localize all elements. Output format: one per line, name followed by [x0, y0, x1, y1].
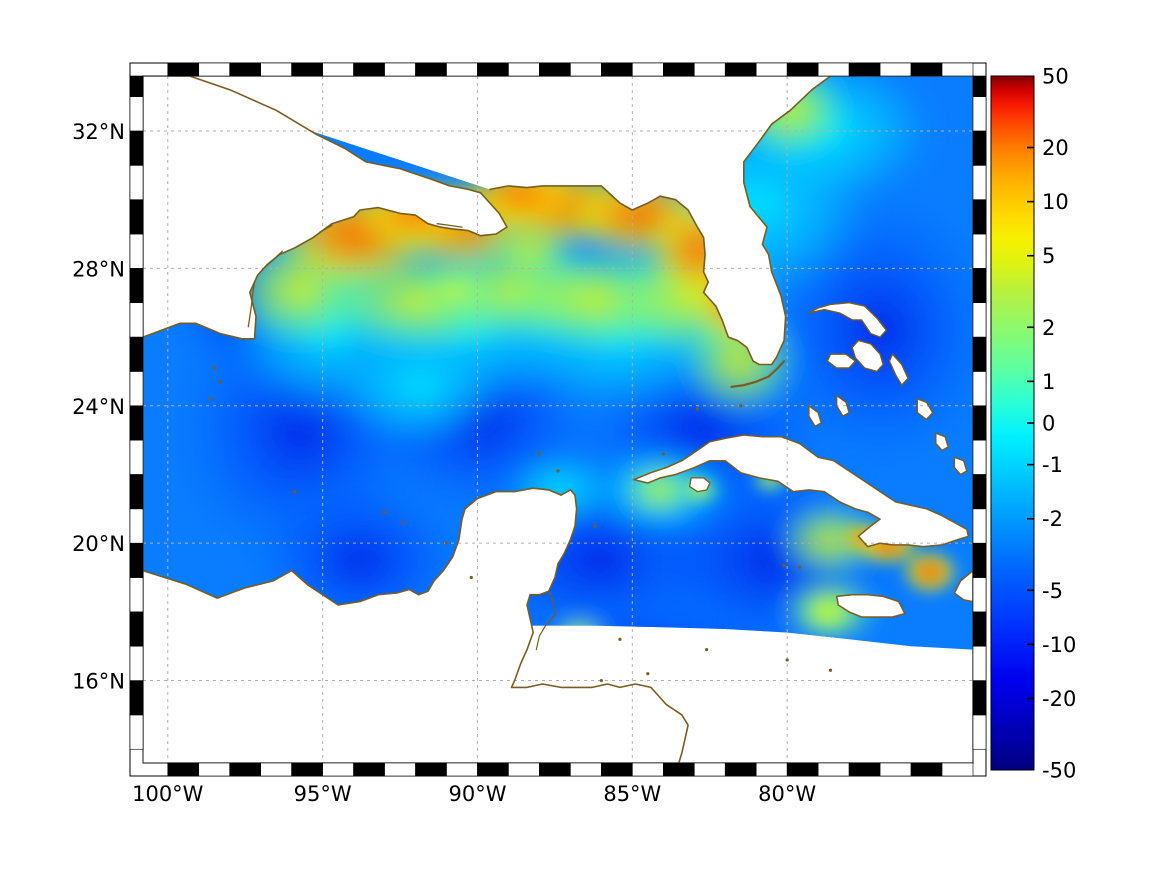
x-axis-labels: 100°W 95°W 90°W 85°W 80°W	[132, 782, 816, 806]
colorbar-tick-label: -20	[1042, 687, 1076, 711]
colorbar-tick-label: -2	[1042, 507, 1063, 531]
y-tick-label: 28°N	[72, 257, 125, 281]
colorbar-tick-label: -5	[1042, 579, 1063, 603]
x-tick-label: 90°W	[448, 782, 506, 806]
x-tick-label: 80°W	[758, 782, 816, 806]
y-axis-labels: 32°N 28°N 24°N 20°N 16°N	[72, 120, 125, 694]
colorbar-tick-label: 5	[1042, 244, 1055, 268]
colorbar-tick-label: -1	[1042, 453, 1063, 477]
x-tick-label: 100°W	[132, 782, 204, 806]
colorbar-tick-label: 1	[1042, 370, 1055, 394]
colorbar-gradient[interactable]	[990, 75, 1035, 771]
coastlines	[143, 76, 973, 763]
colorbar-tick-label: 2	[1042, 316, 1055, 340]
colorbar-tick-label: -50	[1042, 759, 1076, 783]
colorbar-tick-label: 0	[1042, 412, 1055, 436]
land-polygons	[143, 76, 973, 763]
colorbar-ticks	[1027, 146, 1034, 700]
y-tick-label: 32°N	[72, 120, 125, 144]
y-tick-label: 24°N	[72, 395, 125, 419]
x-tick-label: 95°W	[294, 782, 352, 806]
map-frame	[129, 62, 987, 777]
colorbar-tick-label: 10	[1042, 190, 1069, 214]
graticule-gridlines	[143, 76, 973, 763]
colorbar-tick-label: -10	[1042, 633, 1076, 657]
y-tick-label: 16°N	[72, 670, 125, 694]
colorbar-tick-label: 20	[1042, 136, 1069, 160]
y-tick-label: 20°N	[72, 532, 125, 556]
colorbar-tick-label: 50	[1042, 65, 1069, 89]
x-tick-label: 85°W	[603, 782, 661, 806]
